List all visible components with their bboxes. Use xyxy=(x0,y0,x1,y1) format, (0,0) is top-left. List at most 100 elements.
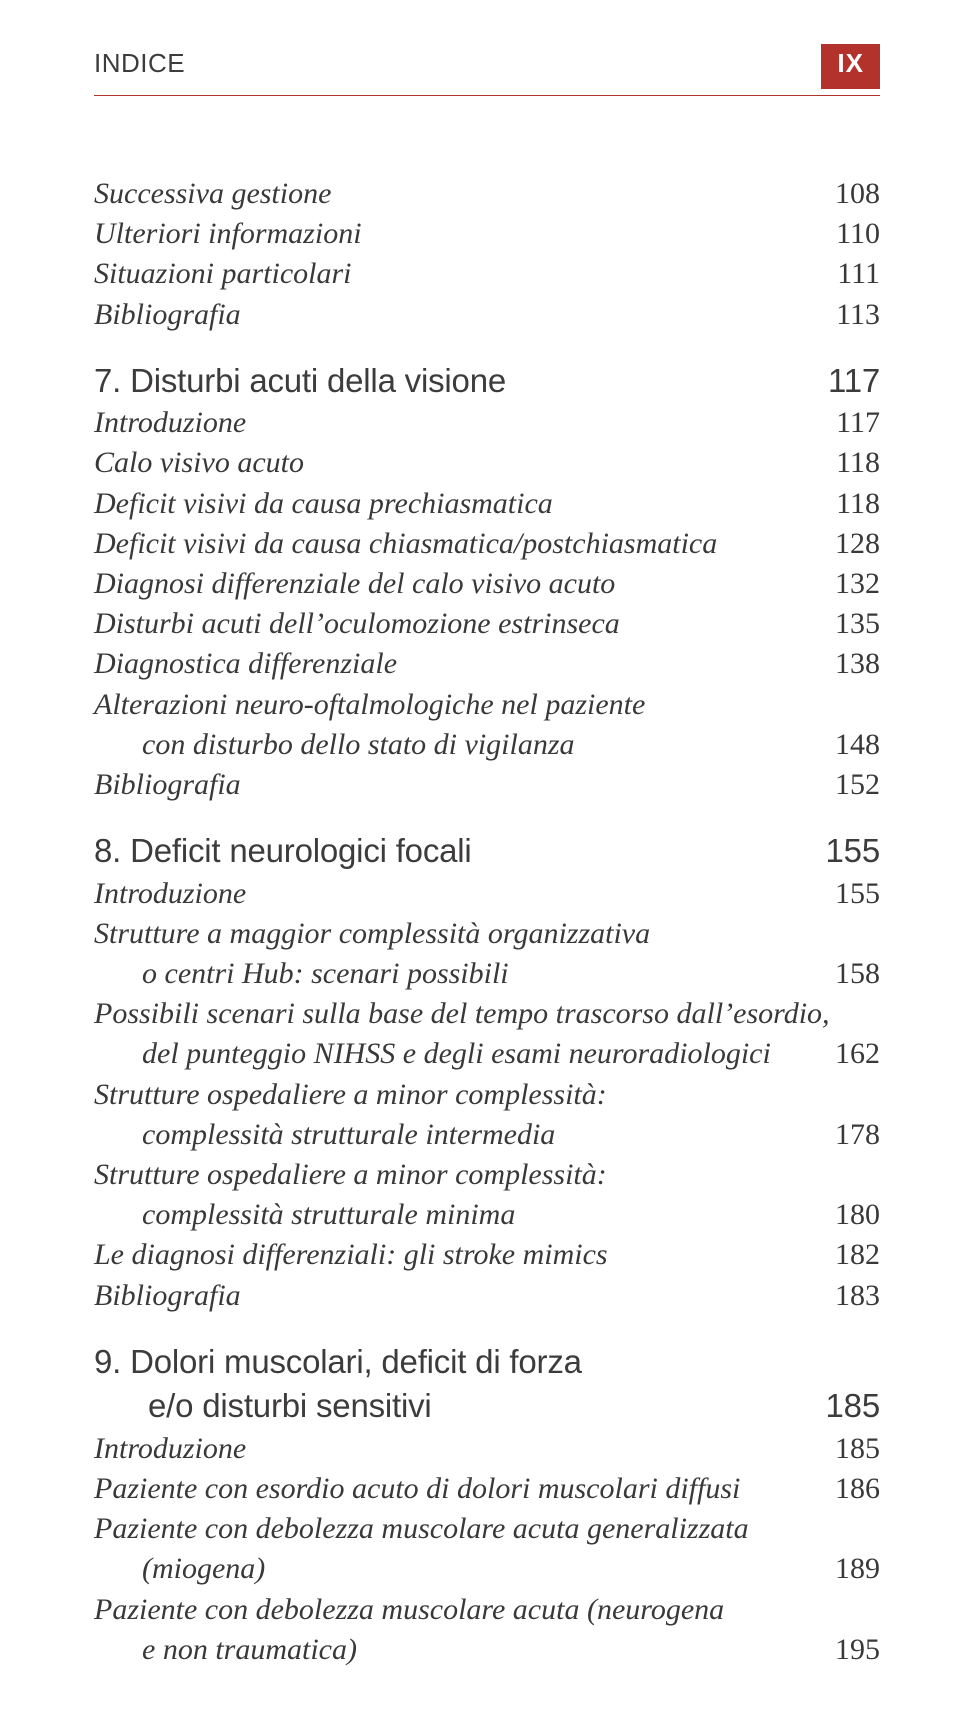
toc-entry-page: 183 xyxy=(835,1276,880,1316)
toc-entry-label: Introduzione xyxy=(94,874,835,914)
page-header: INDICE IX xyxy=(94,48,880,96)
toc-entry-page: 132 xyxy=(835,564,880,604)
toc-entry: Strutture a maggior complessità organizz… xyxy=(94,914,880,954)
toc-entry: Bibliografia152 xyxy=(94,765,880,805)
toc-entry-page: 128 xyxy=(835,524,880,564)
toc-entry-label: Possibili scenari sulla base del tempo t… xyxy=(94,994,880,1034)
toc-entry: Alterazioni neuro-oftalmologiche nel paz… xyxy=(94,685,880,725)
toc-entry-label: Bibliografia xyxy=(94,1276,835,1316)
toc-entry-page: 178 xyxy=(835,1115,880,1155)
toc-entry: Introduzione185 xyxy=(94,1429,880,1469)
toc-entry: Successiva gestione108 xyxy=(94,174,880,214)
toc-entry-label: Introduzione xyxy=(94,1429,835,1469)
toc-entry: complessità strutturale intermedia178 xyxy=(94,1115,880,1155)
toc-entry: Paziente con esordio acuto di dolori mus… xyxy=(94,1469,880,1509)
toc-entry: del punteggio NIHSS e degli esami neuror… xyxy=(94,1034,880,1074)
toc-entry-label: Diagnostica differenziale xyxy=(94,644,835,684)
toc-entry-label: con disturbo dello stato di vigilanza xyxy=(94,725,835,765)
chapter-8-entries: Introduzione155Strutture a maggior compl… xyxy=(94,874,880,1316)
chapter-8-heading: 8. Deficit neurologici focali 155 xyxy=(94,829,880,874)
toc-entry-label: Paziente con esordio acuto di dolori mus… xyxy=(94,1469,835,1509)
toc-entry: Le diagnosi differenziali: gli stroke mi… xyxy=(94,1235,880,1275)
toc-entry-page: 111 xyxy=(837,254,880,294)
toc-entry: Strutture ospedaliere a minor complessit… xyxy=(94,1075,880,1115)
toc-entry-page: 138 xyxy=(835,644,880,684)
chapter-9-entries: Introduzione185Paziente con esordio acut… xyxy=(94,1429,880,1670)
toc-entry: Diagnosi differenziale del calo visivo a… xyxy=(94,564,880,604)
toc-entry: complessità strutturale minima180 xyxy=(94,1195,880,1235)
toc-entry-page: 108 xyxy=(835,174,880,214)
toc-entry-label: Ulteriori informazioni xyxy=(94,214,836,254)
toc-entry: Calo visivo acuto118 xyxy=(94,443,880,483)
toc-entry: Bibliografia183 xyxy=(94,1276,880,1316)
toc-entry: Strutture ospedaliere a minor complessit… xyxy=(94,1155,880,1195)
toc-entry-page: 189 xyxy=(835,1549,880,1589)
toc-entry: Introduzione117 xyxy=(94,403,880,443)
toc-entry-label: Bibliografia xyxy=(94,295,836,335)
chapter-number: 9. xyxy=(94,1340,121,1385)
toc-entry-label: Strutture a maggior complessità organizz… xyxy=(94,914,880,954)
toc-entry: Deficit visivi da causa prechiasmatica11… xyxy=(94,484,880,524)
toc-entry: con disturbo dello stato di vigilanza148 xyxy=(94,725,880,765)
toc-entry-label: Paziente con debolezza muscolare acuta (… xyxy=(94,1590,880,1630)
toc-entry-label: Alterazioni neuro-oftalmologiche nel paz… xyxy=(94,685,880,725)
toc-entry-page: 148 xyxy=(835,725,880,765)
toc-entry-label: Introduzione xyxy=(94,403,836,443)
toc-entry-page: 117 xyxy=(836,403,880,443)
toc-entry: o centri Hub: scenari possibili158 xyxy=(94,954,880,994)
toc-entry-page: 195 xyxy=(835,1630,880,1670)
toc-entry-page: 182 xyxy=(835,1235,880,1275)
chapter-title: Deficit neurologici focali xyxy=(130,832,471,869)
toc-entry-label: Situazioni particolari xyxy=(94,254,837,294)
toc-entry-label: Disturbi acuti dell’oculomozione estrins… xyxy=(94,604,835,644)
toc-entry-page: 135 xyxy=(835,604,880,644)
chapter-9-heading: 9. Dolori muscolari, deficit di forza xyxy=(94,1340,880,1385)
toc-entry-label: o centri Hub: scenari possibili xyxy=(94,954,835,994)
chapter-number: 8. xyxy=(94,829,121,874)
toc-entry-page: 158 xyxy=(835,954,880,994)
toc-entry-page: 186 xyxy=(835,1469,880,1509)
toc-preamble: Successiva gestione108Ulteriori informaz… xyxy=(94,174,880,335)
chapter-title-line1: Dolori muscolari, deficit di forza xyxy=(130,1343,582,1380)
toc-entry-label: complessità strutturale intermedia xyxy=(94,1115,835,1155)
header-page-number: IX xyxy=(821,44,880,89)
chapter-9-heading-cont: e/o disturbi sensitivi 185 xyxy=(94,1384,880,1429)
toc-entry-page: 110 xyxy=(836,214,880,254)
toc-entry: Disturbi acuti dell’oculomozione estrins… xyxy=(94,604,880,644)
toc-entry-page: 185 xyxy=(835,1429,880,1469)
toc-entry: Paziente con debolezza muscolare acuta g… xyxy=(94,1509,880,1549)
chapter-title-line2: e/o disturbi sensitivi xyxy=(94,1385,826,1426)
toc-entry: e non traumatica)195 xyxy=(94,1630,880,1670)
toc-entry-page: 162 xyxy=(835,1034,880,1074)
toc-entry: Diagnostica differenziale138 xyxy=(94,644,880,684)
chapter-page: 185 xyxy=(826,1384,880,1429)
toc-entry-page: 118 xyxy=(836,443,880,483)
toc-entry-label: complessità strutturale minima xyxy=(94,1195,835,1235)
toc-entry: Bibliografia113 xyxy=(94,295,880,335)
toc-entry-label: Le diagnosi differenziali: gli stroke mi… xyxy=(94,1235,835,1275)
toc-entry-page: 113 xyxy=(836,295,880,335)
chapter-number: 7. xyxy=(94,359,121,404)
toc-entry: Situazioni particolari111 xyxy=(94,254,880,294)
toc-entry: Paziente con debolezza muscolare acuta (… xyxy=(94,1590,880,1630)
toc-entry-label: Deficit visivi da causa prechiasmatica xyxy=(94,484,836,524)
chapter-7-heading: 7. Disturbi acuti della visione 117 xyxy=(94,359,880,404)
toc-entry-page: 118 xyxy=(836,484,880,524)
toc-entry-label: Strutture ospedaliere a minor complessit… xyxy=(94,1155,880,1195)
toc-entry-label: Paziente con debolezza muscolare acuta g… xyxy=(94,1509,880,1549)
toc-entry: Introduzione155 xyxy=(94,874,880,914)
toc-entry-label: Bibliografia xyxy=(94,765,835,805)
chapter-7-entries: Introduzione117Calo visivo acuto118Defic… xyxy=(94,403,880,805)
toc-entry: Possibili scenari sulla base del tempo t… xyxy=(94,994,880,1034)
chapter-page: 117 xyxy=(828,359,880,404)
toc-entry: (miogena)189 xyxy=(94,1549,880,1589)
toc-entry-label: Successiva gestione xyxy=(94,174,835,214)
toc-entry-page: 180 xyxy=(835,1195,880,1235)
chapter-page: 155 xyxy=(826,829,880,874)
header-title: INDICE xyxy=(94,48,185,79)
toc-entry-label: Strutture ospedaliere a minor complessit… xyxy=(94,1075,880,1115)
toc-entry: Ulteriori informazioni110 xyxy=(94,214,880,254)
toc-entry-label: (miogena) xyxy=(94,1549,835,1589)
toc-entry-page: 155 xyxy=(835,874,880,914)
toc-entry-label: Diagnosi differenziale del calo visivo a… xyxy=(94,564,835,604)
